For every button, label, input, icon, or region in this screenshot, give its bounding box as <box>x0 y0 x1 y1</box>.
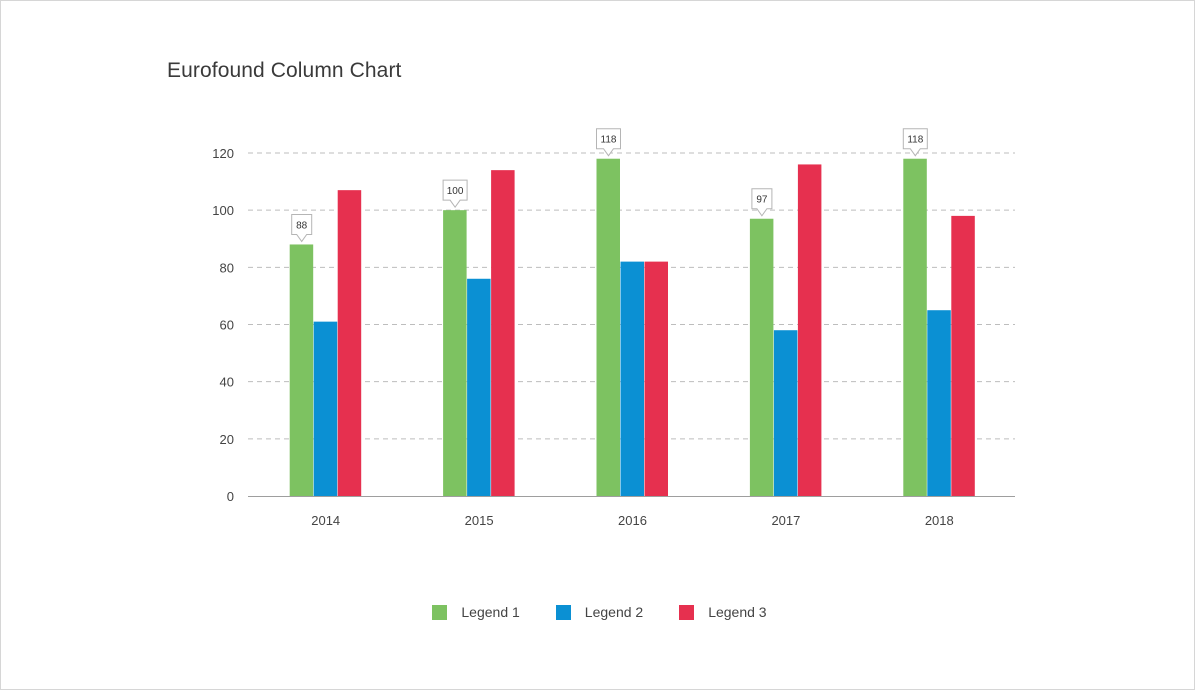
x-tick-label: 2015 <box>465 513 494 528</box>
bar-2014-series-3 <box>337 190 362 497</box>
bar-2018-series-1 <box>903 158 927 496</box>
y-tick-label: 40 <box>220 375 234 390</box>
y-tick-label: 20 <box>220 432 234 447</box>
x-tick-label: 2018 <box>925 513 954 528</box>
legend-item-1[interactable]: Legend 1 <box>428 604 520 620</box>
callout-label-2017: 97 <box>756 195 768 206</box>
bar-2017-series-3 <box>797 164 822 496</box>
bar-2016-series-2 <box>620 261 644 496</box>
callout-label-2016: 118 <box>601 135 617 146</box>
bar-2017-series-2 <box>773 330 798 496</box>
y-tick-label: 80 <box>220 260 234 275</box>
callout-label-2015: 100 <box>447 186 464 197</box>
bar-2014-series-2 <box>313 321 338 496</box>
bar-2017-series-1 <box>749 218 774 496</box>
legend-label-2: Legend 2 <box>584 604 644 620</box>
y-tick-label: 0 <box>227 489 234 504</box>
y-tick-label: 60 <box>220 318 234 333</box>
callout-label-2014: 88 <box>296 220 308 231</box>
legend-swatch-3 <box>679 604 695 620</box>
bar-2014-series-1 <box>289 244 314 496</box>
legend-item-2[interactable]: Legend 2 <box>552 604 643 620</box>
legend-swatch-1 <box>432 604 448 620</box>
legend-label-3: Legend 3 <box>708 604 767 620</box>
callout-box-2015 <box>442 179 468 209</box>
x-tick-label: 2014 <box>311 513 340 528</box>
legend-item-3[interactable]: Legend 3 <box>675 604 767 620</box>
callout-box-2018 <box>902 128 928 157</box>
legend-label-1: Legend 1 <box>461 604 520 620</box>
bar-2015-series-2 <box>467 278 491 496</box>
bar-2015-series-3 <box>491 170 515 496</box>
y-tick-label: 120 <box>212 146 234 161</box>
x-tick-label: 2017 <box>771 513 800 528</box>
callout-box-2016 <box>596 128 621 157</box>
callout-box-2014 <box>291 213 313 243</box>
x-tick-label: 2016 <box>618 513 647 528</box>
bar-2016-series-1 <box>596 158 620 496</box>
bar-2018-series-2 <box>927 310 951 496</box>
y-tick-label: 100 <box>212 203 234 218</box>
chart-title: Eurofound Column Chart <box>167 59 402 82</box>
bar-2018-series-3 <box>951 215 975 496</box>
callout-label-2018: 118 <box>907 135 923 146</box>
chart-legend: Legend 1 Legend 2 Legend 3 <box>0 604 1195 620</box>
bar-2016-series-3 <box>644 261 668 496</box>
bar-2015-series-1 <box>443 210 467 496</box>
callout-box-2017 <box>751 188 773 217</box>
legend-swatch-2 <box>555 604 571 620</box>
